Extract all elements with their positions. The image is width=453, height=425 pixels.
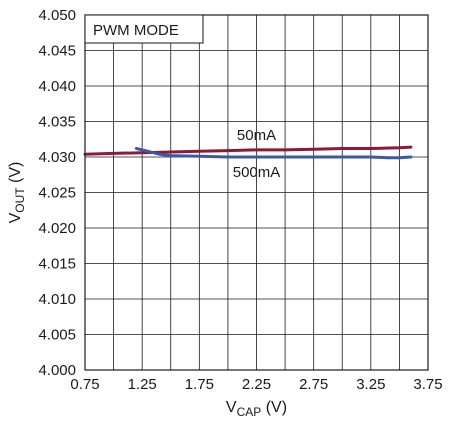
y-axis-label-main: V: [7, 212, 24, 223]
grid: [85, 15, 428, 370]
y-tick-label: 4.020: [38, 220, 76, 237]
mode-annotation-box: [84, 14, 204, 44]
x-tick-label: 3.75: [413, 376, 442, 393]
x-axis-label-unit: (V): [261, 399, 287, 416]
y-tick-label: 4.035: [38, 114, 76, 131]
y-tick-label: 4.000: [38, 362, 76, 379]
y-axis-label: VOUT (V): [7, 162, 27, 224]
x-tick-label: 0.75: [70, 376, 99, 393]
x-axis-label: VCAP (V): [226, 399, 287, 419]
x-tick-label: 3.25: [356, 376, 385, 393]
y-tick-label: 4.015: [38, 256, 76, 273]
x-axis-label-main: V: [226, 399, 237, 416]
series-label-50ma: 50mA: [237, 127, 276, 144]
mode-annotation: PWM MODE: [93, 22, 179, 39]
y-tick-label: 4.040: [38, 78, 76, 95]
y-axis-label-unit: (V): [7, 162, 24, 188]
series-line-1: [134, 147, 413, 160]
y-tick-label: 4.025: [38, 185, 76, 202]
y-tick-label: 4.005: [38, 327, 76, 344]
plot-frame: [84, 14, 429, 371]
series-label-500ma: 500mA: [233, 164, 281, 181]
y-tick-label: 4.050: [38, 7, 76, 24]
x-tick-labels: 0.75 1.25 1.75 2.25 2.75 3.25 3.75: [70, 376, 442, 393]
x-axis-label-sub: CAP: [237, 405, 262, 419]
x-tick-label: 2.75: [299, 376, 328, 393]
x-tick-label: 1.25: [128, 376, 157, 393]
y-axis-label-sub: OUT: [13, 187, 27, 213]
y-tick-label: 4.045: [38, 43, 76, 60]
series-layer: [83, 145, 413, 160]
y-tick-label: 4.030: [38, 149, 76, 166]
series-line-0: [83, 145, 413, 156]
y-tick-labels: 4.000 4.005 4.010 4.015 4.020 4.025 4.030 4.035…: [38, 7, 76, 379]
x-tick-label: 2.25: [242, 376, 271, 393]
x-tick-label: 1.75: [185, 376, 214, 393]
y-tick-label: 4.010: [38, 291, 76, 308]
